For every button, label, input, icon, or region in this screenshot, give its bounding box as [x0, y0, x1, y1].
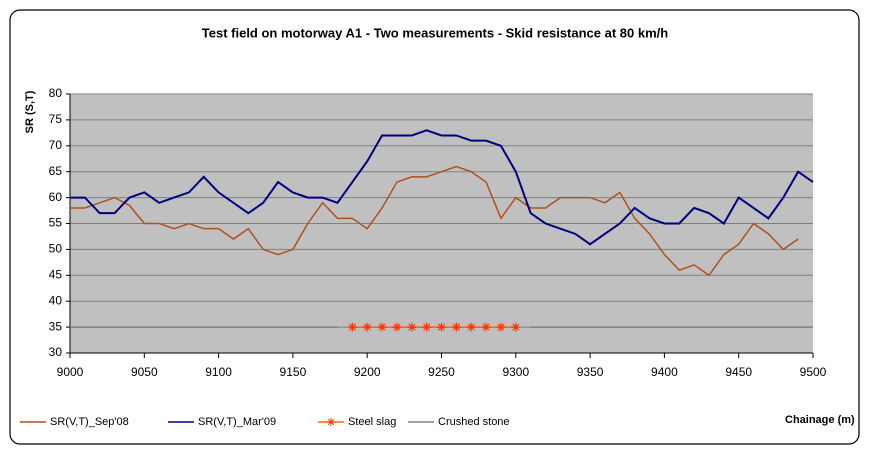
x-tick-label: 9400	[651, 365, 678, 379]
legend-label: Steel slag	[348, 416, 396, 428]
series-marker	[496, 322, 506, 332]
series-marker	[362, 322, 372, 332]
series-marker	[377, 322, 387, 332]
y-tick-label: 40	[49, 293, 63, 307]
y-tick-label: 55	[49, 216, 63, 230]
series-marker	[437, 322, 446, 332]
series-marker	[451, 322, 461, 332]
y-tick-label: 80	[49, 86, 63, 100]
y-tick-label: 70	[49, 138, 63, 152]
y-tick-label: 35	[49, 319, 63, 333]
x-tick-label: 9300	[502, 365, 529, 379]
series-line	[70, 165, 799, 277]
x-tick-label: 9150	[280, 365, 307, 379]
x-tick-label: 9050	[131, 365, 158, 379]
series-line	[70, 129, 814, 246]
legend-label: SR(V,T)_Mar'09	[198, 416, 276, 428]
x-tick-label: 9000	[57, 365, 84, 379]
x-tick-label: 9500	[800, 365, 827, 379]
x-tick-label: 9200	[354, 365, 381, 379]
legend-marker	[327, 418, 335, 426]
y-tick-label: 60	[49, 190, 63, 204]
chart-title: Test field on motorway A1 - Two measurem…	[202, 25, 669, 40]
series-marker	[511, 322, 521, 332]
series-marker	[407, 322, 417, 332]
series-marker	[422, 322, 432, 332]
x-tick-label: 9350	[577, 365, 604, 379]
y-tick-label: 45	[49, 267, 63, 281]
legend-label: SR(V,T)_Sep'08	[50, 416, 129, 428]
y-axis-title: SR (S,T)	[24, 90, 36, 133]
series-marker	[481, 322, 491, 332]
legend-label: Crushed stone	[438, 416, 510, 428]
series-marker	[466, 322, 476, 332]
x-tick-label: 9450	[725, 365, 752, 379]
x-axis-title: Chainage (m)	[785, 414, 855, 426]
y-tick-label: 75	[49, 112, 63, 126]
series-marker	[392, 322, 402, 332]
y-tick-label: 65	[49, 164, 63, 178]
y-tick-label: 30	[49, 345, 63, 359]
x-tick-label: 9100	[205, 365, 232, 379]
y-tick-label: 50	[49, 242, 63, 256]
x-tick-label: 9250	[428, 365, 455, 379]
series-marker	[347, 322, 357, 332]
